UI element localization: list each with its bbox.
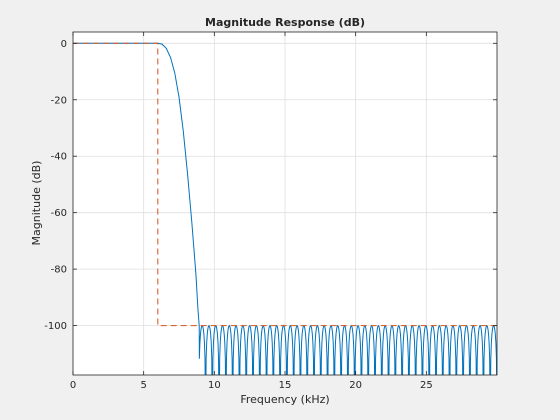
spec-mask-dashed-line (73, 42, 497, 327)
x-tick-label: 25 (420, 380, 433, 391)
x-tick-label: 20 (349, 380, 362, 391)
x-tick-label: 10 (208, 380, 221, 391)
y-tick-label: 0 (61, 39, 67, 50)
y-tick-label: -20 (51, 95, 67, 106)
x-tick-label: 0 (70, 380, 76, 391)
x-tick-label: 5 (140, 380, 146, 391)
y-axis-label: Magnitude (dB) (30, 161, 43, 246)
series-layer (73, 42, 497, 375)
axis-ticks: 0 5 10 15 20 25 0 -20 -40 -60 -80 -100 (44, 32, 497, 391)
x-tick-label: 15 (279, 380, 292, 391)
y-tick-label: -60 (51, 208, 67, 219)
y-tick-label: -80 (51, 265, 67, 276)
y-tick-label: -100 (44, 321, 67, 332)
chart-title: Magnitude Response (dB) (205, 16, 365, 29)
x-axis-label: Frequency (kHz) (240, 393, 329, 406)
y-tick-label: -40 (51, 152, 67, 163)
